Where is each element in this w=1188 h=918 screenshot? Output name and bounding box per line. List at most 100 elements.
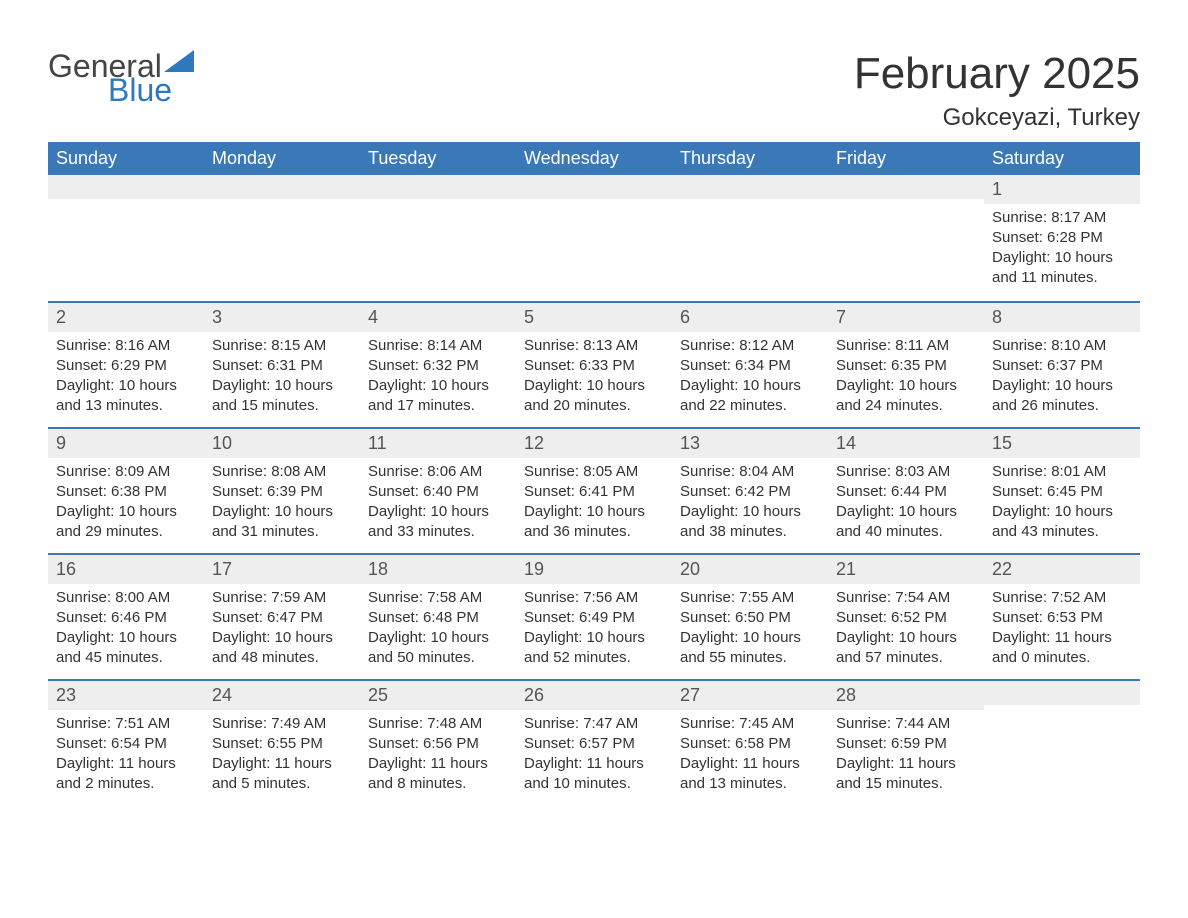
sunrise-text: Sunrise: 7:58 AM: [368, 588, 508, 608]
sunrise-text: Sunrise: 8:06 AM: [368, 462, 508, 482]
sunrise-text: Sunrise: 8:17 AM: [992, 208, 1132, 228]
sunrise-text: Sunrise: 7:45 AM: [680, 714, 820, 734]
sunrise-text: Sunrise: 8:00 AM: [56, 588, 196, 608]
daylight-text: Daylight: 10 hours and 13 minutes.: [56, 376, 196, 417]
sunrise-text: Sunrise: 8:12 AM: [680, 336, 820, 356]
daylight-text: Daylight: 11 hours and 13 minutes.: [680, 754, 820, 795]
calendar-cell: 15Sunrise: 8:01 AMSunset: 6:45 PMDayligh…: [984, 429, 1140, 553]
day-number: 25: [360, 681, 516, 709]
calendar-cell: 13Sunrise: 8:04 AMSunset: 6:42 PMDayligh…: [672, 429, 828, 553]
sunrise-text: Sunrise: 7:47 AM: [524, 714, 664, 734]
month-title: February 2025: [854, 50, 1140, 98]
calendar-cell: [360, 175, 516, 301]
day-header-tuesday: Tuesday: [360, 142, 516, 175]
day-number: 23: [48, 681, 204, 709]
day-number: 27: [672, 681, 828, 709]
logo-text-blue: Blue: [108, 74, 194, 106]
page-header: General Blue February 2025 Gokceyazi, Tu…: [48, 50, 1140, 132]
sunrise-text: Sunrise: 7:56 AM: [524, 588, 664, 608]
day-number: 12: [516, 429, 672, 457]
day-header-monday: Monday: [204, 142, 360, 175]
calendar-cell: 4Sunrise: 8:14 AMSunset: 6:32 PMDaylight…: [360, 303, 516, 427]
daylight-text: Daylight: 10 hours and 26 minutes.: [992, 376, 1132, 417]
daylight-text: Daylight: 10 hours and 40 minutes.: [836, 502, 976, 543]
sunset-text: Sunset: 6:52 PM: [836, 608, 976, 628]
calendar-cell: 8Sunrise: 8:10 AMSunset: 6:37 PMDaylight…: [984, 303, 1140, 427]
calendar-page: General Blue February 2025 Gokceyazi, Tu…: [0, 0, 1188, 845]
calendar-cell: [204, 175, 360, 301]
calendar-cell: 9Sunrise: 8:09 AMSunset: 6:38 PMDaylight…: [48, 429, 204, 553]
sunset-text: Sunset: 6:50 PM: [680, 608, 820, 628]
sunset-text: Sunset: 6:33 PM: [524, 356, 664, 376]
calendar-cell: [984, 681, 1140, 805]
sunset-text: Sunset: 6:40 PM: [368, 482, 508, 502]
calendar-week: 9Sunrise: 8:09 AMSunset: 6:38 PMDaylight…: [48, 427, 1140, 553]
sunset-text: Sunset: 6:57 PM: [524, 734, 664, 754]
calendar-cell: 5Sunrise: 8:13 AMSunset: 6:33 PMDaylight…: [516, 303, 672, 427]
calendar-cell: 6Sunrise: 8:12 AMSunset: 6:34 PMDaylight…: [672, 303, 828, 427]
day-number: 7: [828, 303, 984, 331]
daylight-text: Daylight: 10 hours and 22 minutes.: [680, 376, 820, 417]
day-number: 18: [360, 555, 516, 583]
day-header-sunday: Sunday: [48, 142, 204, 175]
daylight-text: Daylight: 10 hours and 29 minutes.: [56, 502, 196, 543]
day-number: 13: [672, 429, 828, 457]
day-number: [672, 175, 828, 199]
sunrise-text: Sunrise: 8:15 AM: [212, 336, 352, 356]
calendar-cell: 22Sunrise: 7:52 AMSunset: 6:53 PMDayligh…: [984, 555, 1140, 679]
daylight-text: Daylight: 10 hours and 36 minutes.: [524, 502, 664, 543]
day-number: 24: [204, 681, 360, 709]
daylight-text: Daylight: 10 hours and 50 minutes.: [368, 628, 508, 669]
day-number: 11: [360, 429, 516, 457]
location-subtitle: Gokceyazi, Turkey: [854, 104, 1140, 132]
sunrise-text: Sunrise: 8:11 AM: [836, 336, 976, 356]
daylight-text: Daylight: 10 hours and 57 minutes.: [836, 628, 976, 669]
calendar-cell: 28Sunrise: 7:44 AMSunset: 6:59 PMDayligh…: [828, 681, 984, 805]
day-number: 21: [828, 555, 984, 583]
sunset-text: Sunset: 6:45 PM: [992, 482, 1132, 502]
calendar-cell: 27 Sunrise: 7:45 AMSunset: 6:58 PMDayligh…: [672, 681, 828, 805]
calendar-cell: 20Sunrise: 7:55 AMSunset: 6:50 PMDayligh…: [672, 555, 828, 679]
sunset-text: Sunset: 6:56 PM: [368, 734, 508, 754]
calendar-cell: 16Sunrise: 8:00 AMSunset: 6:46 PMDayligh…: [48, 555, 204, 679]
daylight-text: Daylight: 10 hours and 24 minutes.: [836, 376, 976, 417]
sunset-text: Sunset: 6:53 PM: [992, 608, 1132, 628]
day-number: 1: [984, 175, 1140, 203]
calendar-cell: 23Sunrise: 7:51 AMSunset: 6:54 PMDayligh…: [48, 681, 204, 805]
sunrise-text: Sunrise: 8:05 AM: [524, 462, 664, 482]
calendar-cell: 12Sunrise: 8:05 AMSunset: 6:41 PMDayligh…: [516, 429, 672, 553]
day-header-wednesday: Wednesday: [516, 142, 672, 175]
daylight-text: Daylight: 10 hours and 31 minutes.: [212, 502, 352, 543]
day-number: [204, 175, 360, 199]
sunrise-text: Sunrise: 7:55 AM: [680, 588, 820, 608]
calendar-cell: 19Sunrise: 7:56 AMSunset: 6:49 PMDayligh…: [516, 555, 672, 679]
sunrise-text: Sunrise: 7:59 AM: [212, 588, 352, 608]
day-number: [984, 681, 1140, 705]
calendar-cell: 14 Sunrise: 8:03 AMSunset: 6:44 PMDayligh…: [828, 429, 984, 553]
daylight-text: Daylight: 10 hours and 11 minutes.: [992, 248, 1132, 289]
day-number: 14: [828, 429, 984, 457]
day-number: 10: [204, 429, 360, 457]
calendar-week: 16Sunrise: 8:00 AMSunset: 6:46 PMDayligh…: [48, 553, 1140, 679]
day-number: 22: [984, 555, 1140, 583]
sunset-text: Sunset: 6:44 PM: [836, 482, 976, 502]
calendar-cell: [828, 175, 984, 301]
sunrise-text: Sunrise: 8:03 AM: [836, 462, 976, 482]
daylight-text: Daylight: 11 hours and 5 minutes.: [212, 754, 352, 795]
title-block: February 2025 Gokceyazi, Turkey: [854, 50, 1140, 132]
calendar-week: 1Sunrise: 8:17 AMSunset: 6:28 PMDaylight…: [48, 175, 1140, 301]
daylight-text: Daylight: 10 hours and 52 minutes.: [524, 628, 664, 669]
sunset-text: Sunset: 6:49 PM: [524, 608, 664, 628]
sunset-text: Sunset: 6:39 PM: [212, 482, 352, 502]
sunset-text: Sunset: 6:58 PM: [680, 734, 820, 754]
weeks-container: 1Sunrise: 8:17 AMSunset: 6:28 PMDaylight…: [48, 175, 1140, 805]
day-header-row: Sunday Monday Tuesday Wednesday Thursday…: [48, 142, 1140, 175]
sunset-text: Sunset: 6:29 PM: [56, 356, 196, 376]
daylight-text: Daylight: 11 hours and 0 minutes.: [992, 628, 1132, 669]
day-number: 4: [360, 303, 516, 331]
calendar-cell: [672, 175, 828, 301]
day-number: 16: [48, 555, 204, 583]
day-number: 5: [516, 303, 672, 331]
calendar-week: 23Sunrise: 7:51 AMSunset: 6:54 PMDayligh…: [48, 679, 1140, 805]
day-number: 28: [828, 681, 984, 709]
